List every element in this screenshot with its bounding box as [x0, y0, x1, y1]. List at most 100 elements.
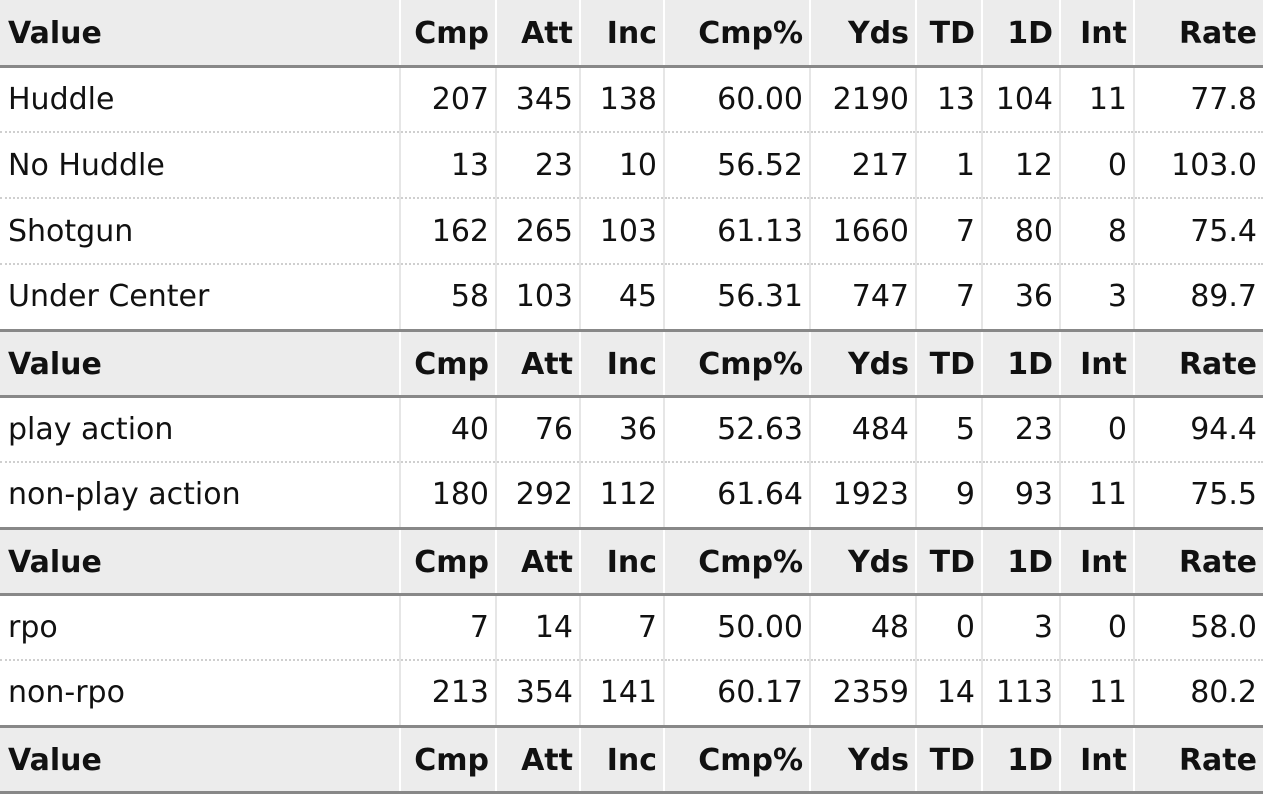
cell-int: 0	[1059, 132, 1134, 199]
column-header-value[interactable]: Value	[0, 0, 400, 68]
column-header-cmp-pct[interactable]: Cmp%	[663, 0, 810, 68]
cell-td: 7	[915, 264, 982, 330]
cell-rate: 58.0	[1133, 594, 1263, 661]
cell-yds: 2359	[809, 660, 916, 726]
cell-cmp: 13	[399, 132, 496, 199]
row-label: play action	[0, 396, 400, 463]
cell-int: 0	[1059, 594, 1134, 661]
column-header-td[interactable]: TD	[915, 328, 982, 398]
cell-cmp-pct: 60.00	[663, 66, 810, 133]
cell-td: 0	[915, 594, 982, 661]
cell-td: 1	[915, 132, 982, 199]
cell-rate: 77.8	[1133, 66, 1263, 133]
header-row: Value Cmp Att Inc Cmp% Yds TD 1D Int Rate	[0, 724, 1263, 794]
header-row: Value Cmp Att Inc Cmp% Yds TD 1D Int Rate	[0, 0, 1263, 68]
cell-yds: 1660	[809, 198, 916, 265]
column-header-att[interactable]: Att	[495, 526, 580, 596]
cell-inc: 103	[579, 198, 664, 265]
table-row: Huddle 207 345 138 60.00 2190 13 104 11 77.8	[0, 66, 1263, 133]
cell-att: 265	[495, 198, 580, 265]
column-header-yds[interactable]: Yds	[809, 724, 916, 794]
column-header-att[interactable]: Att	[495, 328, 580, 398]
column-header-inc[interactable]: Inc	[579, 0, 664, 68]
column-header-cmp[interactable]: Cmp	[399, 724, 496, 794]
column-header-cmp[interactable]: Cmp	[399, 0, 496, 68]
cell-cmp-pct: 56.52	[663, 132, 810, 199]
column-header-int[interactable]: Int	[1059, 328, 1134, 398]
column-header-value[interactable]: Value	[0, 526, 400, 596]
cell-att: 103	[495, 264, 580, 330]
cell-yds: 747	[809, 264, 916, 330]
column-header-rate[interactable]: Rate	[1133, 526, 1263, 596]
table-row: Shotgun 162 265 103 61.13 1660 7 80 8 75.4	[0, 198, 1263, 265]
column-header-att[interactable]: Att	[495, 724, 580, 794]
cell-inc: 112	[579, 462, 664, 528]
column-header-rate[interactable]: Rate	[1133, 724, 1263, 794]
column-header-cmp[interactable]: Cmp	[399, 526, 496, 596]
cell-first-downs: 80	[981, 198, 1060, 265]
cell-first-downs: 113	[981, 660, 1060, 726]
column-header-first-downs[interactable]: 1D	[981, 526, 1060, 596]
cell-cmp-pct: 50.00	[663, 594, 810, 661]
row-label: Shotgun	[0, 198, 400, 265]
cell-cmp: 207	[399, 66, 496, 133]
cell-cmp-pct: 56.31	[663, 264, 810, 330]
row-label: non-rpo	[8, 675, 125, 711]
column-header-rate[interactable]: Rate	[1133, 0, 1263, 68]
column-header-cmp-pct[interactable]: Cmp%	[663, 328, 810, 398]
column-header-rate[interactable]: Rate	[1133, 328, 1263, 398]
column-header-int[interactable]: Int	[1059, 526, 1134, 596]
column-header-inc[interactable]: Inc	[579, 724, 664, 794]
cell-cmp-pct: 52.63	[663, 396, 810, 463]
cell-cmp: 162	[399, 198, 496, 265]
cell-td: 7	[915, 198, 982, 265]
column-header-cmp-pct[interactable]: Cmp%	[663, 724, 810, 794]
column-header-int[interactable]: Int	[1059, 0, 1134, 68]
cell-cmp: 213	[399, 660, 496, 726]
column-header-yds[interactable]: Yds	[809, 328, 916, 398]
table-row: non-play action 180 292 112 61.64 1923 9 93 11 75…	[0, 462, 1263, 528]
column-header-value[interactable]: Value	[0, 724, 400, 794]
cell-cmp: 40	[399, 396, 496, 463]
table-row: play action 40 76 36 52.63 484 5 23 0 94.4	[0, 396, 1263, 463]
cell-yds: 2190	[809, 66, 916, 133]
cell-td: 14	[915, 660, 982, 726]
column-header-first-downs[interactable]: 1D	[981, 328, 1060, 398]
column-header-yds[interactable]: Yds	[809, 0, 916, 68]
column-header-inc[interactable]: Inc	[579, 526, 664, 596]
cell-first-downs: 93	[981, 462, 1060, 528]
cell-att: 76	[495, 396, 580, 463]
column-header-yds[interactable]: Yds	[809, 526, 916, 596]
cell-cmp-pct: 60.17	[663, 660, 810, 726]
cell-rate: 103.0	[1133, 132, 1263, 199]
table-row: rpo 7 14 7 50.00 48 0 3 0 58.0	[0, 594, 1263, 661]
column-header-int[interactable]: Int	[1059, 724, 1134, 794]
column-header-inc[interactable]: Inc	[579, 328, 664, 398]
column-header-att[interactable]: Att	[495, 0, 580, 68]
column-header-first-downs[interactable]: 1D	[981, 0, 1060, 68]
cell-inc: 141	[579, 660, 664, 726]
cell-rate: 89.7	[1133, 264, 1263, 330]
cell-int: 8	[1059, 198, 1134, 265]
cell-att: 23	[495, 132, 580, 199]
column-header-cmp[interactable]: Cmp	[399, 328, 496, 398]
column-header-cmp-pct[interactable]: Cmp%	[663, 526, 810, 596]
column-header-td[interactable]: TD	[915, 0, 982, 68]
row-label: Under Center	[8, 279, 210, 315]
cell-first-downs: 104	[981, 66, 1060, 133]
cell-inc: 45	[579, 264, 664, 330]
cell-cmp: 180	[399, 462, 496, 528]
cell-first-downs: 23	[981, 396, 1060, 463]
column-header-td[interactable]: TD	[915, 526, 982, 596]
header-row: Value Cmp Att Inc Cmp% Yds TD 1D Int Rate	[0, 526, 1263, 596]
cell-int: 11	[1059, 660, 1134, 726]
cell-rate: 94.4	[1133, 396, 1263, 463]
cell-inc: 10	[579, 132, 664, 199]
cell-td: 5	[915, 396, 982, 463]
column-header-td[interactable]: TD	[915, 724, 982, 794]
column-header-value[interactable]: Value	[0, 328, 400, 398]
column-header-first-downs[interactable]: 1D	[981, 724, 1060, 794]
cell-yds: 48	[809, 594, 916, 661]
